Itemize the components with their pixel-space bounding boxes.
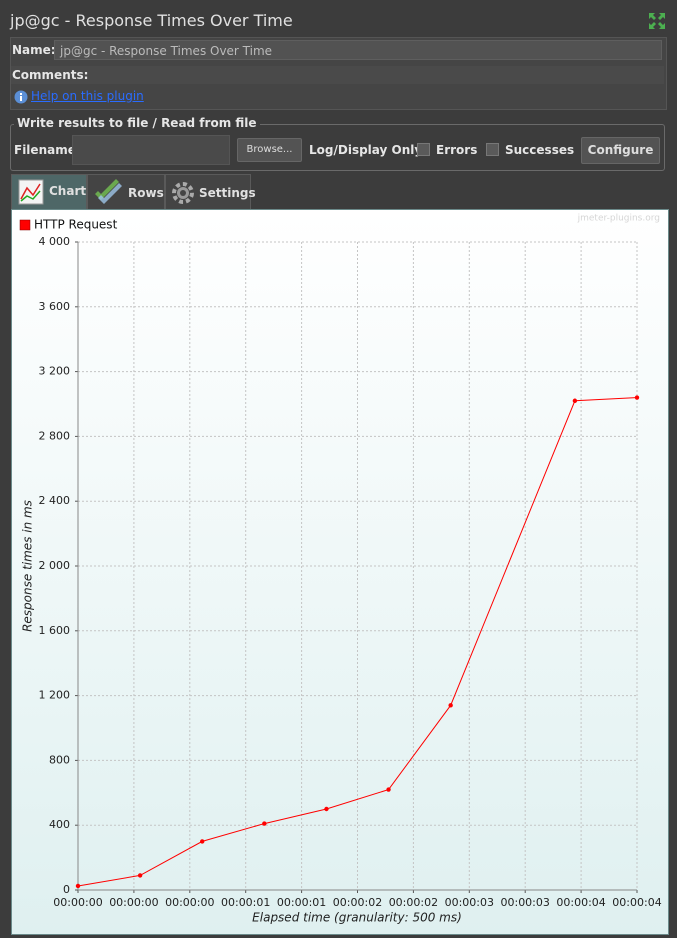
comments-label: Comments: bbox=[12, 68, 89, 82]
chart-icon bbox=[18, 179, 44, 205]
chart-tab[interactable]: Chart bbox=[11, 174, 87, 210]
y-tick-label: 800 bbox=[49, 753, 70, 766]
data-point bbox=[448, 703, 453, 708]
chart: jmeter-plugins.org Response times in ms … bbox=[19, 214, 662, 925]
rows-icon bbox=[95, 179, 122, 204]
errors-label: Errors bbox=[436, 143, 478, 157]
configure-button[interactable]: Configure bbox=[581, 137, 660, 164]
data-point bbox=[75, 883, 81, 889]
y-tick-label: 1 600 bbox=[39, 624, 71, 637]
name-label: Name: bbox=[12, 43, 56, 57]
x-tick-label: 00:00:02 bbox=[333, 896, 382, 909]
settings-tab-label: Settings bbox=[199, 186, 256, 200]
y-tick-label: 0 bbox=[63, 883, 70, 896]
y-tick-label: 3 200 bbox=[39, 365, 71, 378]
chart-tab-label: Chart bbox=[49, 184, 87, 198]
x-tick-label: 00:00:04 bbox=[612, 896, 661, 909]
x-tick-label: 00:00:03 bbox=[445, 896, 494, 909]
x-tick-label: 00:00:00 bbox=[53, 896, 102, 909]
errors-checkbox[interactable] bbox=[417, 143, 430, 156]
data-point bbox=[634, 395, 640, 400]
comments-row bbox=[11, 66, 664, 84]
settings-icon bbox=[172, 182, 194, 204]
y-tick-label: 2 000 bbox=[39, 559, 71, 572]
info-icon bbox=[14, 90, 28, 104]
y-tick-label: 1 200 bbox=[39, 689, 71, 702]
file-panel bbox=[10, 124, 665, 171]
filename-label: Filename bbox=[14, 143, 76, 157]
rows-tab-label: Rows bbox=[128, 186, 164, 200]
y-tick-label: 3 600 bbox=[39, 300, 71, 313]
help-link[interactable]: Help on this plugin bbox=[31, 89, 144, 103]
x-tick-label: 00:00:03 bbox=[500, 896, 549, 909]
y-tick-label: 2 400 bbox=[39, 494, 71, 507]
x-tick-label: 00:00:01 bbox=[221, 896, 270, 909]
x-tick-label: 00:00:00 bbox=[165, 896, 214, 909]
name-input[interactable]: jp@gc - Response Times Over Time bbox=[54, 40, 662, 60]
successes-checkbox[interactable] bbox=[486, 143, 499, 156]
x-tick-label: 00:00:01 bbox=[277, 896, 326, 909]
data-point bbox=[200, 839, 205, 844]
data-point bbox=[572, 398, 578, 403]
file-panel-title: Write results to file / Read from file bbox=[14, 116, 260, 130]
x-axis-title: Elapsed time (granularity: 500 ms) bbox=[252, 911, 462, 925]
data-point bbox=[137, 873, 143, 878]
maximize-icon[interactable] bbox=[648, 12, 666, 30]
settings-tab[interactable]: Settings bbox=[165, 174, 256, 210]
log-label: Log/Display Only: bbox=[309, 143, 427, 157]
x-tick-label: 00:00:00 bbox=[109, 896, 158, 909]
browse-button[interactable]: Browse... bbox=[237, 138, 302, 162]
y-axis-title: Response times in ms bbox=[21, 500, 35, 632]
y-tick-label: 400 bbox=[49, 818, 70, 831]
watermark: jmeter-plugins.org bbox=[577, 214, 660, 224]
chart-panel bbox=[11, 209, 669, 935]
data-point bbox=[262, 821, 267, 826]
y-tick-label: 2 800 bbox=[39, 429, 71, 442]
x-tick-label: 00:00:02 bbox=[389, 896, 438, 909]
x-tick-label: 00:00:04 bbox=[556, 896, 605, 909]
window-title: jp@gc - Response Times Over Time bbox=[10, 11, 293, 30]
legend-swatch bbox=[19, 219, 31, 231]
data-point bbox=[324, 806, 329, 812]
successes-label: Successes bbox=[505, 143, 575, 157]
rows-tab[interactable]: Rows bbox=[87, 174, 165, 210]
legend-label: HTTP Request bbox=[34, 218, 118, 232]
data-point bbox=[386, 787, 391, 792]
filename-input[interactable] bbox=[72, 135, 230, 165]
y-tick-label: 4 000 bbox=[39, 235, 71, 248]
